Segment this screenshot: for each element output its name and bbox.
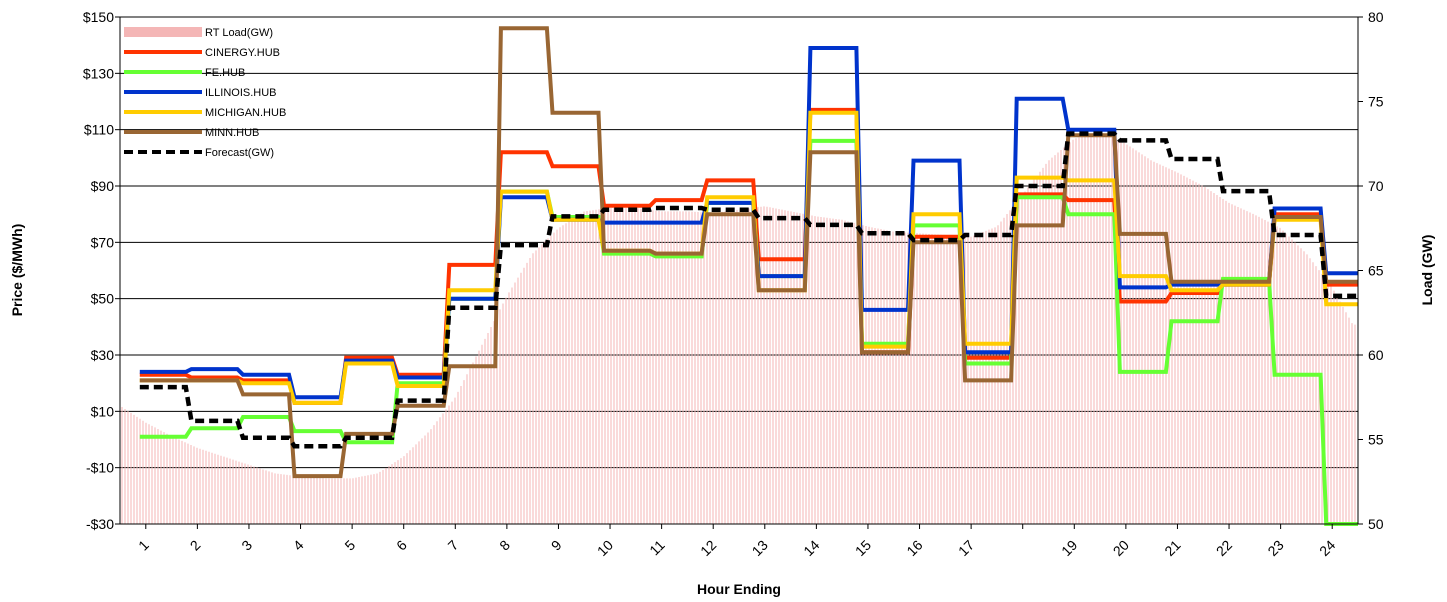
x-tick-label: 15 [852, 537, 874, 559]
y-right-tick-label: 60 [1368, 347, 1384, 363]
x-tick-label: 8 [496, 537, 513, 554]
y-left-tick-label: $110 [84, 122, 114, 138]
series-line-forecast-gw- [139, 131, 1358, 449]
x-tick-label: 22 [1213, 537, 1235, 559]
legend-label: ILLINOIS.HUB [205, 87, 277, 99]
left-y-ticks: -$30 -$10 $10 $30 $50 $70 $90 $110 $130 $150 [83, 9, 120, 532]
x-tick-label: 9 [548, 537, 565, 554]
x-tick-label: 6 [393, 537, 410, 554]
legend-label: FE.HUB [205, 67, 245, 79]
y-right-tick-label: 55 [1368, 432, 1384, 448]
legend-label: Forecast(GW) [205, 147, 274, 159]
x-tick-label: 14 [800, 537, 822, 559]
x-tick-label: 16 [903, 537, 925, 559]
legend: RT Load(GW) CINERGY.HUB FE.HUB ILLINOIS.HUB… [124, 27, 286, 159]
y-right-tick-label: 70 [1368, 178, 1384, 194]
y-right-tick-label: 50 [1368, 516, 1384, 532]
x-tick-label: 11 [646, 537, 668, 559]
y-left-tick-label: $10 [91, 403, 115, 419]
x-tick-label: 21 [1161, 537, 1183, 559]
x-tick-label: 17 [955, 537, 977, 559]
x-tick-label: 19 [1058, 537, 1080, 559]
y-left-tick-label: $90 [91, 178, 115, 194]
x-tick-label: 3 [238, 537, 255, 554]
y-left-tick-label: $50 [91, 291, 115, 307]
legend-label: RT Load(GW) [205, 27, 273, 39]
x-tick-label: 23 [1264, 537, 1286, 559]
x-tick-label: 10 [594, 537, 616, 559]
x-tick-label: 5 [341, 537, 358, 554]
x-tick-label: 13 [749, 537, 771, 559]
legend-label: MICHIGAN.HUB [205, 107, 286, 119]
right-y-ticks: 50 55 60 65 70 75 80 [1358, 9, 1384, 532]
x-ticks: 1 2 3 4 5 6 7 8 9 10 11 12 13 14 15 16 17 19 20 21 22 23 24 [135, 524, 1338, 559]
x-tick-label: 7 [445, 537, 462, 554]
y-left-tick-label: $130 [83, 65, 114, 81]
x-tick-label: 24 [1316, 537, 1338, 559]
y-left-tick-label: $70 [91, 234, 115, 250]
y-axis-right-title: Load (GW) [1419, 235, 1435, 306]
x-tick-label: 2 [187, 537, 204, 554]
x-axis-title: Hour Ending [697, 581, 781, 597]
x-tick-label: 4 [290, 537, 307, 554]
x-tick-label: 1 [135, 537, 152, 554]
y-right-tick-label: 80 [1368, 9, 1384, 25]
y-left-tick-label: -$10 [86, 460, 114, 476]
legend-swatch [124, 27, 202, 37]
y-right-tick-label: 75 [1368, 94, 1384, 110]
y-left-tick-label: -$30 [86, 516, 114, 532]
legend-label: CINERGY.HUB [205, 47, 280, 59]
x-tick-label: 12 [697, 537, 719, 559]
legend-label: MINN.HUB [205, 127, 259, 139]
series-lines [139, 26, 1358, 526]
y-right-tick-label: 65 [1368, 263, 1384, 279]
x-tick-label: 20 [1110, 537, 1132, 559]
load-area [121, 131, 1356, 524]
y-left-tick-label: $30 [91, 347, 115, 363]
y-axis-left-title: Price ($/MWh) [9, 224, 25, 317]
y-left-tick-label: $150 [83, 9, 114, 25]
